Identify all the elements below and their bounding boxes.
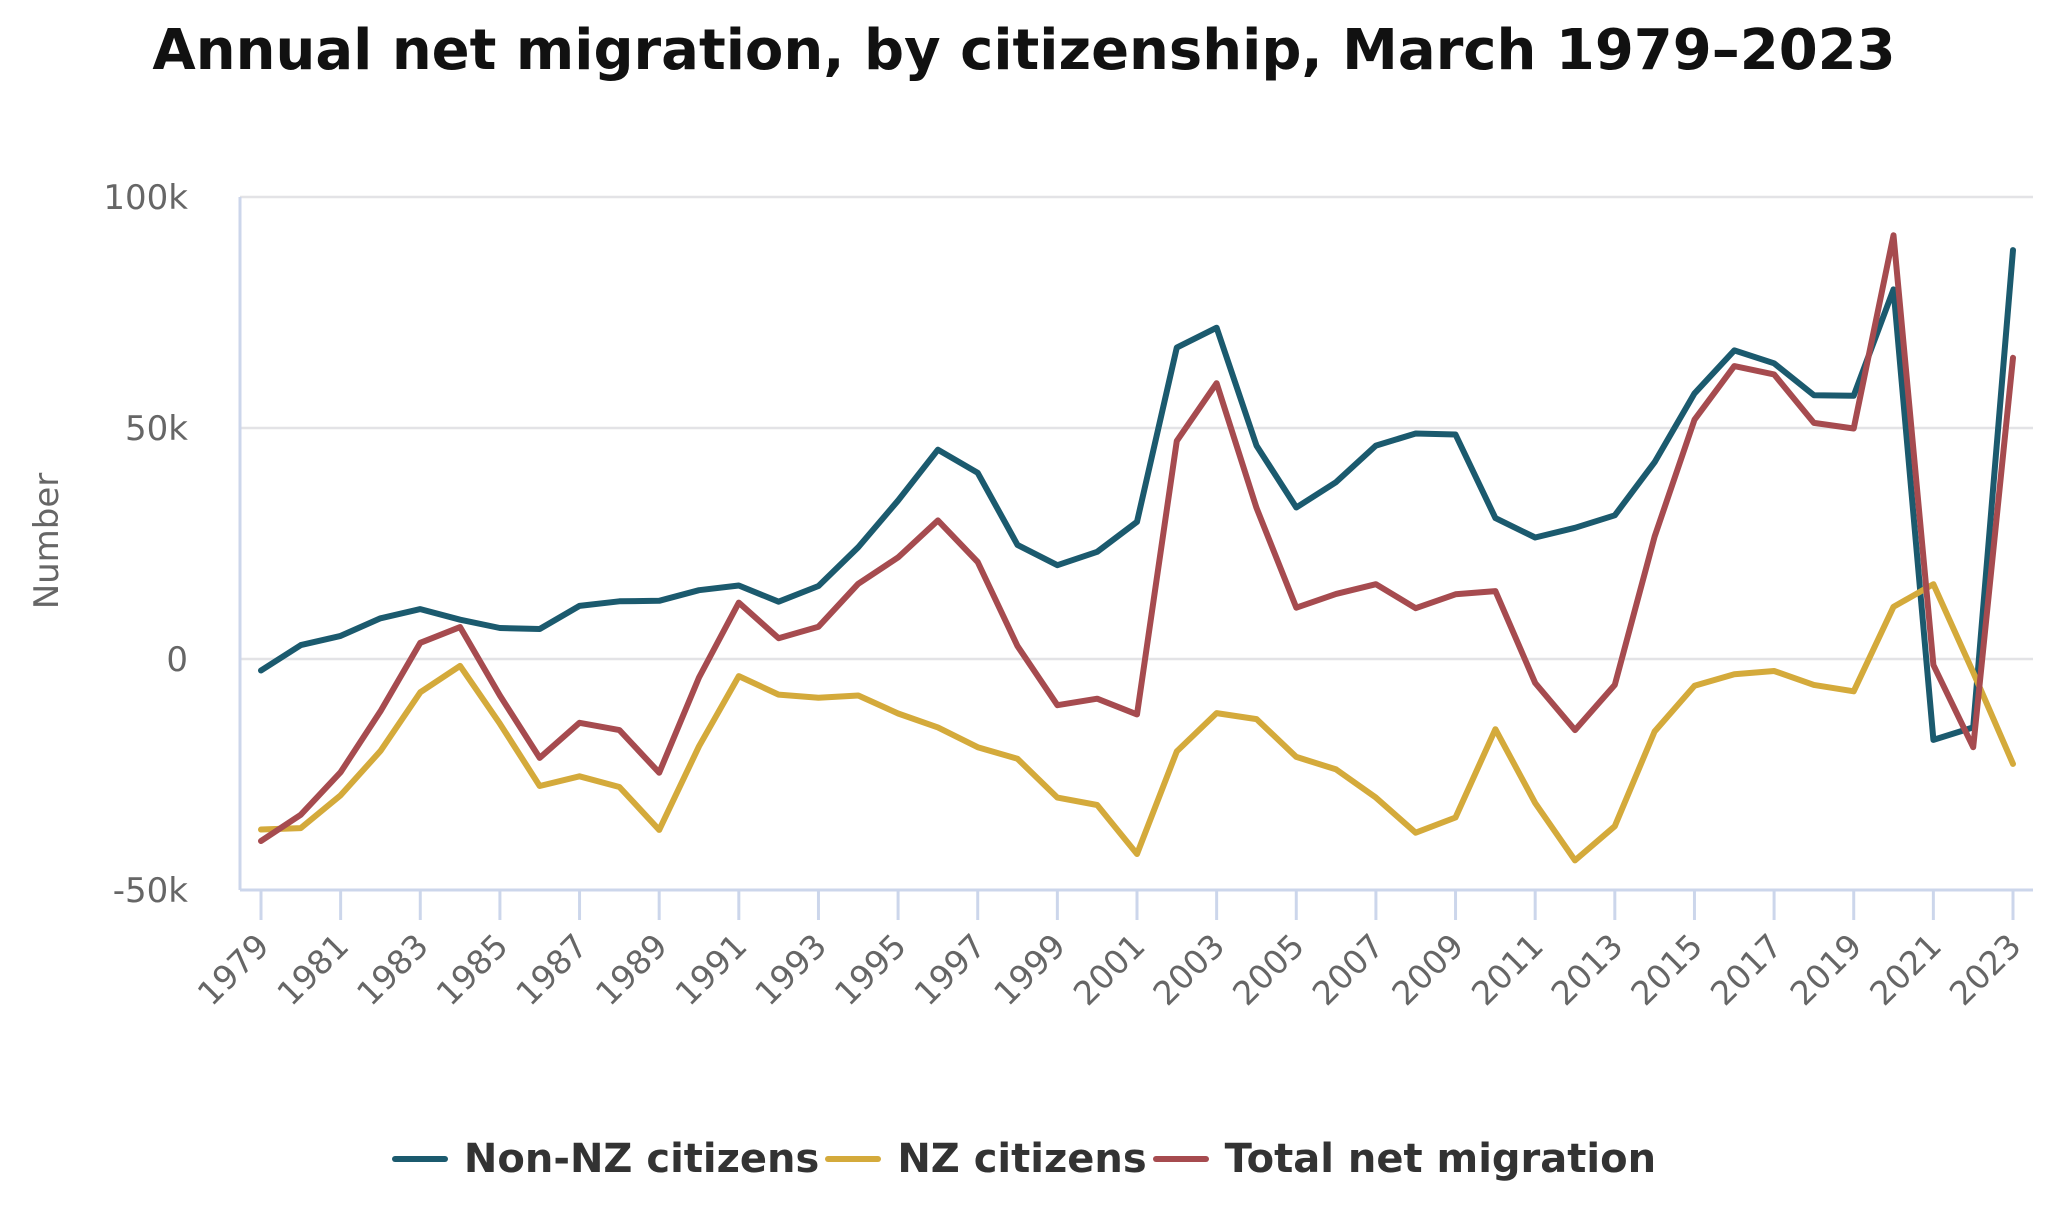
x-tick-label: 2013 — [1544, 926, 1631, 1013]
x-tick-label: 1991 — [668, 926, 755, 1013]
x-tick-label: 2023 — [1942, 926, 2029, 1013]
legend-item-nz-citizens[interactable]: NZ citizens — [825, 1136, 1147, 1182]
x-tick-label: 1979 — [190, 926, 277, 1013]
legend-swatch-total-icon — [1152, 1156, 1209, 1162]
legend-swatch-nz-icon — [825, 1156, 882, 1162]
x-tick-label: 2021 — [1862, 926, 1949, 1013]
chart-legend: Non-NZ citizens NZ citizens Total net mi… — [0, 1136, 2048, 1182]
x-tick-label: 2015 — [1623, 926, 1710, 1013]
y-axis-label: Number — [27, 473, 67, 610]
x-tick-label: 2009 — [1384, 926, 1471, 1013]
x-tick-label: 1985 — [429, 926, 516, 1013]
y-tick-label: -50k — [113, 871, 189, 911]
gridlines — [240, 195, 2033, 661]
x-tick-label: 2007 — [1305, 926, 1392, 1013]
y-tick-label: 50k — [125, 409, 188, 449]
legend-label-nz-citizens: NZ citizens — [897, 1136, 1147, 1182]
x-tick-label: 1999 — [986, 926, 1073, 1013]
x-tick-label: 2001 — [1066, 926, 1153, 1013]
x-tick-label: 2003 — [1145, 926, 1232, 1013]
y-tick-label: 0 — [166, 640, 188, 680]
series-lines — [258, 232, 2016, 864]
series-line-total-net-migration[interactable] — [258, 232, 2016, 844]
legend-item-total-net-migration[interactable]: Total net migration — [1152, 1136, 1657, 1182]
legend-label-total-net-migration: Total net migration — [1224, 1136, 1657, 1182]
x-tick-label: 1989 — [588, 926, 675, 1013]
series-line-non-nz-citizens[interactable] — [258, 247, 2016, 743]
x-tick-label: 1997 — [906, 926, 993, 1013]
legend-label-non-nz-citizens: Non-NZ citizens — [463, 1136, 820, 1182]
x-tick-label: 2019 — [1782, 926, 1869, 1013]
series-line-nz-citizens[interactable] — [258, 581, 2016, 864]
x-tick-label: 1983 — [349, 926, 436, 1013]
x-tick-label: 2005 — [1225, 926, 1312, 1013]
legend-swatch-non-nz-icon — [391, 1156, 448, 1162]
x-tick-label: 2017 — [1703, 926, 1790, 1013]
x-tick-label: 1981 — [269, 926, 356, 1013]
chart-title: Annual net migration, by citizenship, Ma… — [152, 18, 1896, 83]
x-tick-label: 1995 — [827, 926, 914, 1013]
axes: 100k 50k 0 -50k1979198119831985198719891991… — [103, 178, 2033, 1013]
y-tick-label: 100k — [103, 178, 188, 218]
x-tick-label: 1987 — [508, 926, 595, 1013]
x-tick-label: 2011 — [1464, 926, 1551, 1013]
x-tick-label: 1993 — [747, 926, 834, 1013]
legend-item-non-nz-citizens[interactable]: Non-NZ citizens — [391, 1136, 820, 1182]
